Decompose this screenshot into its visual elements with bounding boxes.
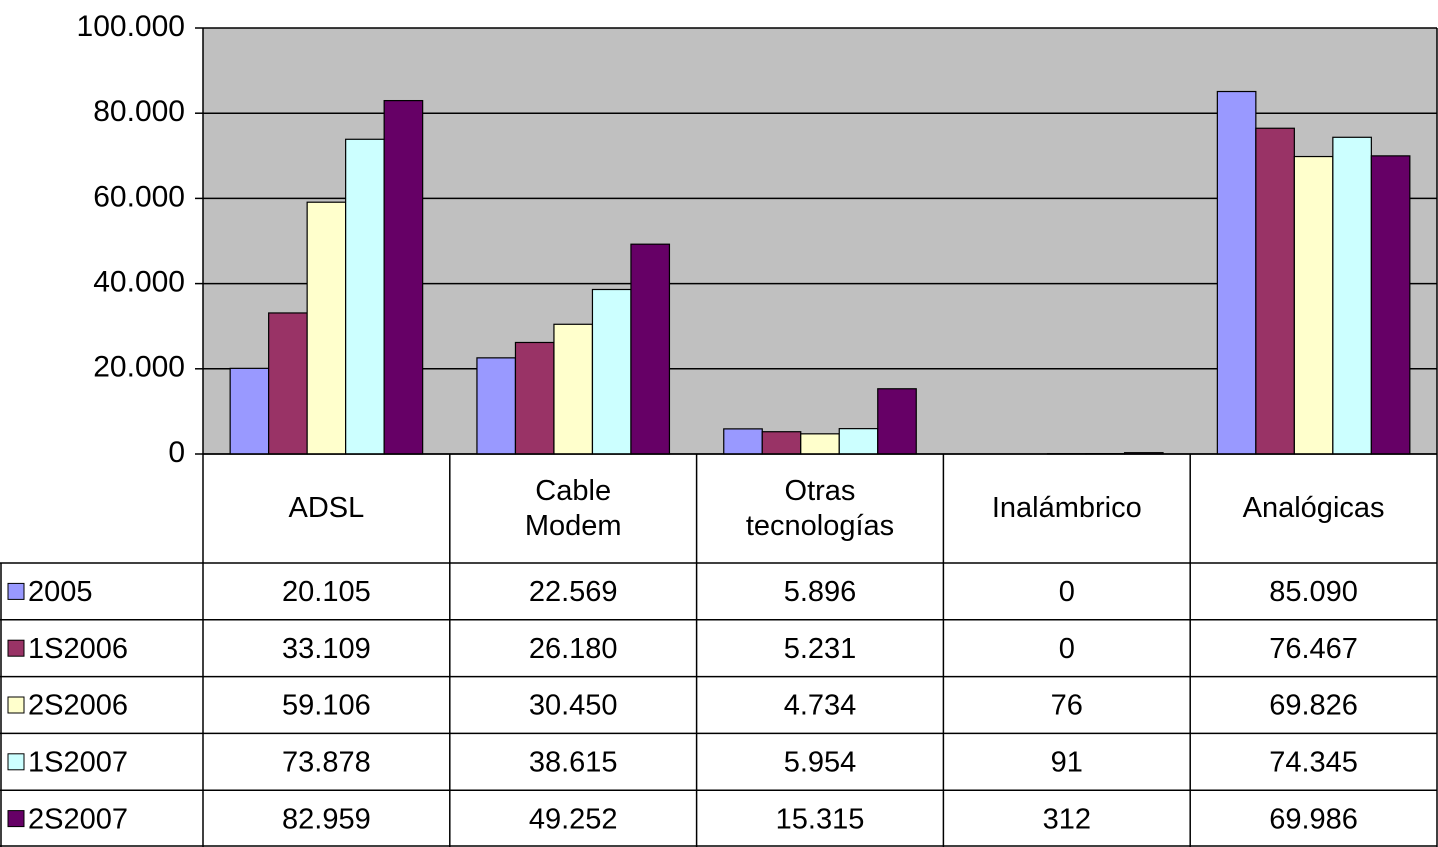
bar — [383, 99, 424, 455]
bar — [553, 323, 594, 455]
bar — [1255, 127, 1295, 455]
bar — [229, 367, 270, 455]
bar — [268, 312, 308, 455]
bar — [1370, 155, 1411, 455]
y-tick-label: 100.000 — [77, 10, 185, 43]
table-value: 59.106 — [282, 690, 371, 722]
legend-label: 2005 — [28, 576, 93, 608]
category-text: Analógicas — [1242, 492, 1385, 525]
x-tick-label: Otras tecnologías — [697, 454, 944, 563]
legend-key — [7, 582, 25, 600]
bar — [877, 388, 917, 455]
bar — [723, 428, 763, 455]
table-value: 15.315 — [776, 803, 865, 835]
bar — [514, 341, 555, 455]
x-tick-label: Inalámbrico — [943, 454, 1190, 563]
table-value: 5.954 — [784, 746, 857, 778]
bar — [630, 243, 671, 455]
x-tick-label: ADSL — [203, 454, 450, 563]
table-value: 33.109 — [282, 633, 371, 665]
legend-label: 2S2006 — [28, 690, 128, 722]
table-value: 73.878 — [282, 746, 371, 778]
bar — [761, 431, 802, 455]
bar — [1216, 90, 1257, 455]
table-value: 26.180 — [529, 633, 618, 665]
y-tick-label: 40.000 — [93, 266, 185, 299]
y-tick-label: 80.000 — [93, 95, 185, 128]
bar — [1332, 136, 1372, 455]
bar — [476, 357, 517, 455]
table-value: 76 — [1051, 690, 1083, 722]
table-value: 0 — [1059, 576, 1075, 608]
legend-label: 2S2007 — [28, 803, 128, 835]
bar — [306, 201, 347, 455]
table-value: 5.231 — [784, 633, 857, 665]
legend-label: 1S2006 — [28, 633, 128, 665]
table-value: 30.450 — [529, 690, 618, 722]
legend-key — [7, 753, 25, 771]
table-value: 69.826 — [1269, 690, 1358, 722]
table-value: 49.252 — [529, 803, 618, 835]
bar — [1293, 155, 1334, 455]
bar — [345, 138, 385, 455]
table-value: 76.467 — [1269, 633, 1358, 665]
category-text: Inalámbrico — [991, 492, 1142, 525]
legend-key — [7, 639, 25, 657]
category-text: Otras tecnologías — [745, 474, 895, 542]
bar — [591, 288, 632, 455]
table-value: 5.896 — [784, 576, 857, 608]
x-tick-label: Analógicas — [1190, 454, 1437, 563]
table-value: 74.345 — [1269, 746, 1358, 778]
bar — [800, 433, 840, 455]
bar — [838, 428, 879, 455]
category-text: ADSL — [288, 492, 365, 525]
x-tick-label: Cable Modem — [450, 454, 697, 563]
legend-key — [7, 810, 25, 828]
table-value: 69.986 — [1269, 803, 1358, 835]
y-tick-label: 0 — [168, 436, 185, 469]
table-value: 0 — [1059, 633, 1075, 665]
table-value: 82.959 — [282, 803, 371, 835]
table-value: 312 — [1043, 803, 1091, 835]
table-value: 22.569 — [529, 576, 618, 608]
legend-key — [7, 696, 25, 714]
table-value: 38.615 — [529, 746, 618, 778]
category-text: Cable Modem — [524, 474, 622, 542]
table-value: 85.090 — [1269, 576, 1358, 608]
table-value: 20.105 — [282, 576, 371, 608]
legend-label: 1S2007 — [28, 746, 128, 778]
table-value: 91 — [1051, 746, 1083, 778]
y-tick-label: 20.000 — [93, 351, 185, 384]
y-tick-label: 60.000 — [93, 180, 185, 213]
table-value: 4.734 — [784, 690, 857, 722]
